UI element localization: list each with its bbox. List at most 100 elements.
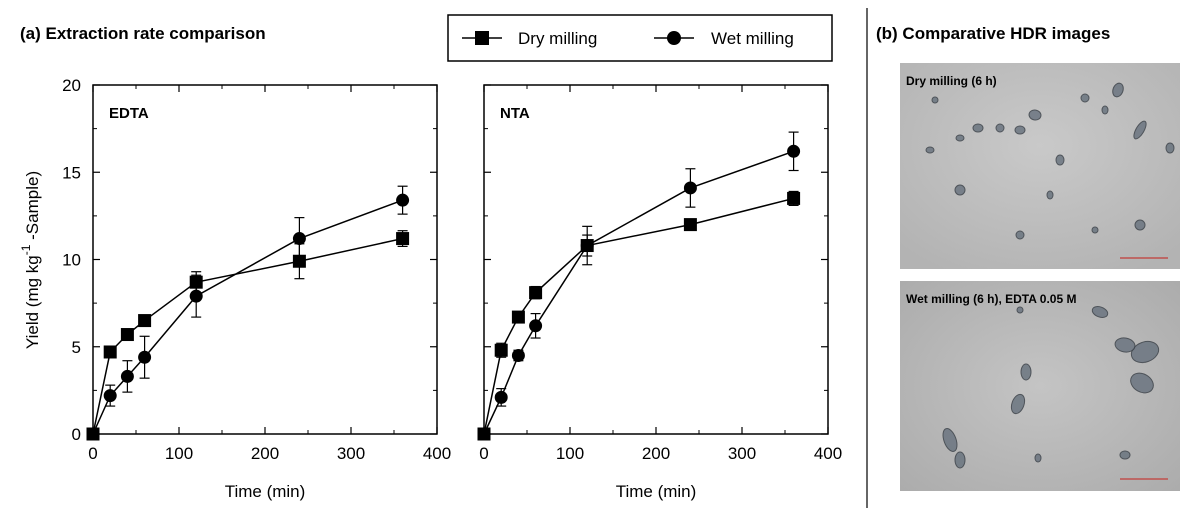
particle <box>942 428 958 452</box>
x-tick-label: 200 <box>251 444 279 463</box>
legend: Dry milling Wet milling <box>447 14 833 62</box>
x-tick-label: 0 <box>479 444 488 463</box>
photo-dry-bg <box>900 63 1180 269</box>
particle <box>1020 363 1032 381</box>
data-point <box>683 218 697 232</box>
data-point <box>529 319 543 333</box>
particle <box>1091 226 1099 234</box>
chart-title: NTA <box>500 105 530 122</box>
data-point <box>120 369 134 383</box>
data-point <box>511 348 525 362</box>
data-point <box>580 239 594 253</box>
particle <box>1055 154 1065 166</box>
x-tick-label: 100 <box>556 444 584 463</box>
data-point <box>494 390 508 404</box>
x-axis-label: Time (min) <box>616 482 697 501</box>
particle <box>1133 120 1147 140</box>
series-dry <box>477 190 801 441</box>
particle <box>955 134 965 142</box>
data-point <box>396 193 410 207</box>
y-tick-label: 5 <box>72 338 81 357</box>
y-axis-label-main: Yield (mg kg <box>23 255 42 349</box>
particle <box>1130 372 1154 394</box>
series-wet <box>86 185 410 441</box>
chart-title: EDTA <box>109 105 149 122</box>
y-tick-label: 0 <box>72 425 81 444</box>
x-tick-label: 400 <box>423 444 451 463</box>
particles-wet <box>942 306 1160 469</box>
data-point <box>138 350 152 364</box>
data-point <box>189 289 203 303</box>
y-axis-label-tail: -Sample) <box>23 171 42 245</box>
particle <box>1016 306 1024 314</box>
data-point <box>86 427 100 441</box>
plot-frame <box>92 84 438 435</box>
series-dry <box>86 230 410 441</box>
legend-dry-marker <box>475 31 489 45</box>
panel-a-title: (a) Extraction rate comparison <box>20 24 266 43</box>
particle <box>1112 82 1124 98</box>
particle <box>1010 393 1026 415</box>
particle <box>1014 125 1026 135</box>
x-axis-label: Time (min) <box>225 482 306 501</box>
y-axis-label-sup: -1 <box>19 244 33 255</box>
photo-wet: Wet milling (6 h), EDTA 0.05 M <box>900 281 1180 491</box>
y-tick-label: 15 <box>62 163 81 182</box>
x-tick-label: 0 <box>88 444 97 463</box>
series-wet <box>477 131 801 441</box>
particle <box>1091 306 1109 318</box>
photo-dry-label: Dry milling (6 h) <box>906 74 997 88</box>
particle <box>1119 450 1131 460</box>
y-tick-label: 10 <box>62 251 81 270</box>
chart-nta: 0 100 200 300 400 Time (min) NTA <box>477 84 842 501</box>
particles-dry <box>925 82 1175 240</box>
panel-b-title: (b) Comparative HDR images <box>876 24 1110 43</box>
particle <box>931 96 939 104</box>
data-point <box>138 314 152 328</box>
particle <box>954 451 966 469</box>
data-point <box>292 254 306 268</box>
particle <box>954 184 966 196</box>
particle <box>1015 230 1025 240</box>
legend-wet-label: Wet milling <box>711 29 794 48</box>
particle <box>1101 105 1109 115</box>
particle <box>1028 109 1042 121</box>
particle <box>972 123 984 133</box>
data-point <box>396 232 410 246</box>
data-point <box>683 181 697 195</box>
x-tick-label: 300 <box>728 444 756 463</box>
particle <box>1034 453 1042 463</box>
data-point <box>292 232 306 246</box>
plot-frame <box>483 84 829 435</box>
particle <box>1046 190 1054 200</box>
photo-wet-label: Wet milling (6 h), EDTA 0.05 M <box>906 292 1076 306</box>
data-point <box>787 191 801 205</box>
particle <box>1080 93 1090 103</box>
legend-dry-label: Dry milling <box>518 29 597 48</box>
y-tick-label: 20 <box>62 76 81 95</box>
data-point <box>120 328 134 342</box>
data-point <box>787 144 801 158</box>
particle <box>995 123 1005 133</box>
x-tick-label: 100 <box>165 444 193 463</box>
particle <box>1165 142 1175 154</box>
data-point <box>477 427 491 441</box>
data-point <box>103 389 117 403</box>
legend-box <box>447 14 833 62</box>
x-tick-label: 300 <box>337 444 365 463</box>
data-point <box>511 310 525 324</box>
legend-wet-marker <box>667 31 681 45</box>
series-line <box>483 197 794 435</box>
data-point <box>494 343 508 357</box>
data-point <box>103 345 117 359</box>
x-tick-label: 200 <box>642 444 670 463</box>
y-axis-label: Yield (mg kg-1 -Sample) <box>19 171 42 349</box>
particle <box>1130 340 1160 364</box>
particle <box>1114 337 1136 353</box>
particle <box>925 146 935 154</box>
data-point <box>529 286 543 300</box>
photo-dry: Dry milling (6 h) <box>900 63 1180 269</box>
x-tick-label: 400 <box>814 444 842 463</box>
